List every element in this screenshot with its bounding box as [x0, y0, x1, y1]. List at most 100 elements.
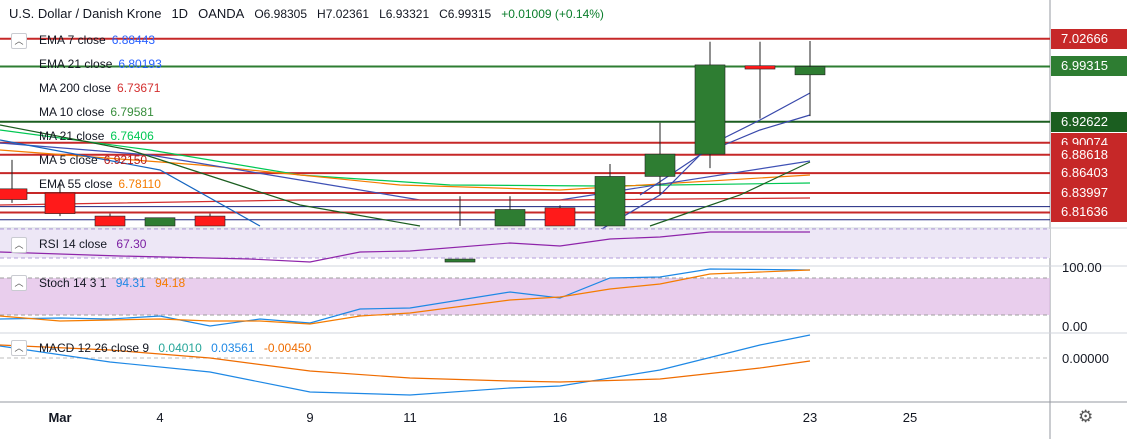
legend-label: MA 21 close: [39, 129, 105, 143]
legend-label: MA 10 close: [39, 105, 105, 119]
price-label: 6.99315: [1051, 56, 1127, 76]
candle: [144, 217, 176, 227]
legend-item: MA 5 close 6.92150: [39, 153, 147, 167]
candle-body: [494, 209, 526, 227]
legend-label: MA 200 close: [39, 81, 112, 95]
gear-icon[interactable]: ⚙: [1078, 407, 1094, 426]
price-label: 6.81636: [1051, 202, 1127, 222]
legend-value: 6.78110: [118, 177, 161, 191]
x-axis-label: 9: [306, 410, 314, 425]
rsi-collapse-button[interactable]: ︿: [11, 237, 27, 253]
macd-line: [0, 334, 811, 396]
candle-body: [0, 188, 28, 200]
candle: [694, 41, 726, 169]
legend-label: EMA 21 close: [39, 57, 113, 71]
legend-item: MA 21 close 6.76406: [39, 129, 154, 143]
candle-body: [444, 258, 476, 263]
rsi-label: RSI 14 close: [39, 237, 108, 251]
candle-body: [744, 65, 776, 70]
price-label: 6.88618: [1051, 145, 1127, 165]
ema55-line: [0, 149, 811, 191]
candle: [444, 196, 476, 263]
price-label: 6.83997: [1051, 183, 1127, 203]
macd-label: MACD 12 26 close 9: [39, 341, 150, 355]
candle-body: [594, 176, 626, 227]
x-axis-label: 4: [156, 410, 164, 425]
high-value: H7.02361: [317, 7, 370, 21]
x-axis-label: 25: [902, 410, 918, 425]
rsi-legend: RSI 14 close 67.30: [39, 237, 146, 251]
stoch-axis-bottom: 0.00: [1062, 319, 1088, 334]
candle-body: [194, 215, 226, 227]
legend-value: 6.80193: [118, 57, 162, 71]
stoch-d-value: 94.18: [155, 276, 186, 290]
ma200-line: [0, 197, 811, 206]
candle: [194, 213, 226, 227]
stoch-k-value: 94.31: [115, 276, 146, 290]
legend-item: MA 10 close 6.79581: [39, 105, 154, 119]
macd-axis-zero: 0.00000: [1062, 351, 1109, 366]
legend-value: 6.92150: [103, 153, 148, 167]
change-value: +0.01009 (+0.14%): [501, 7, 604, 21]
candle: [544, 205, 576, 227]
candle: [94, 213, 126, 227]
chart-header: U.S. Dollar / Danish Krone 1D OANDA O6.9…: [9, 6, 604, 21]
macd-value: 0.04010: [158, 341, 202, 355]
candle: [794, 40, 826, 117]
legend-value: 6.88443: [111, 33, 156, 47]
candle-body: [44, 192, 76, 214]
stoch-collapse-button[interactable]: ︿: [11, 275, 27, 291]
legend-value: 6.73671: [117, 81, 161, 95]
stoch-band: [0, 278, 1050, 315]
macd-hist-value: -0.00450: [263, 341, 312, 355]
rsi-line: [0, 231, 810, 263]
ema7-line: [0, 139, 261, 227]
ema21-line: [0, 142, 811, 201]
price-label: 6.86403: [1051, 163, 1127, 183]
interval-label: 1D: [171, 6, 189, 21]
legend-label: EMA 55 close: [39, 177, 113, 191]
x-axis-label: 18: [652, 410, 668, 425]
x-axis-label: 16: [552, 410, 568, 425]
stoch-axis-top: 100.00: [1062, 260, 1102, 275]
stoch-legend: Stoch 14 3 1 94.31 94.18: [39, 276, 185, 290]
candle-body: [694, 64, 726, 155]
candle-body: [544, 207, 576, 227]
candle-body: [144, 217, 176, 227]
stoch-label: Stoch 14 3 1: [39, 276, 107, 290]
stoch-k-line: [0, 268, 811, 327]
close-value: C6.99315: [439, 7, 492, 21]
candle: [644, 122, 676, 195]
source-label: OANDA: [198, 6, 245, 21]
open-value: O6.98305: [254, 7, 308, 21]
rsi-value: 67.30: [116, 237, 147, 251]
candle-body: [94, 215, 126, 227]
macd-signal-line: [0, 344, 811, 383]
legend-item: MA 200 close 6.73671: [39, 81, 160, 95]
macd-signal-value: 0.03561: [211, 341, 255, 355]
candle-body: [644, 153, 676, 177]
x-axis-label: 23: [802, 410, 818, 425]
legend-value: 6.79581: [110, 105, 154, 119]
candle: [44, 183, 76, 217]
candle: [744, 41, 776, 119]
stoch-d-line: [0, 269, 811, 325]
legend-item: EMA 21 close 6.80193: [39, 57, 162, 71]
legend-item: EMA 7 close 6.88443: [39, 33, 155, 47]
x-axis-label: Mar: [48, 410, 72, 425]
macd-legend: MACD 12 26 close 9 0.04010 0.03561 -0.00…: [39, 341, 311, 355]
macd-collapse-button[interactable]: ︿: [11, 340, 27, 356]
price-label: 7.02666: [1051, 29, 1127, 49]
price-label: 6.92622: [1051, 112, 1127, 132]
symbol-title: U.S. Dollar / Danish Krone: [9, 6, 162, 21]
candle: [0, 159, 28, 203]
x-axis-label: 11: [403, 410, 417, 425]
candle: [494, 196, 526, 227]
legend-item: EMA 55 close 6.78110: [39, 177, 161, 191]
candle-body: [794, 66, 826, 76]
ma10-line: [649, 161, 811, 227]
legend-value: 6.76406: [110, 129, 154, 143]
collapse-legend-button[interactable]: ︿: [11, 33, 27, 49]
low-value: L6.93321: [379, 7, 430, 21]
